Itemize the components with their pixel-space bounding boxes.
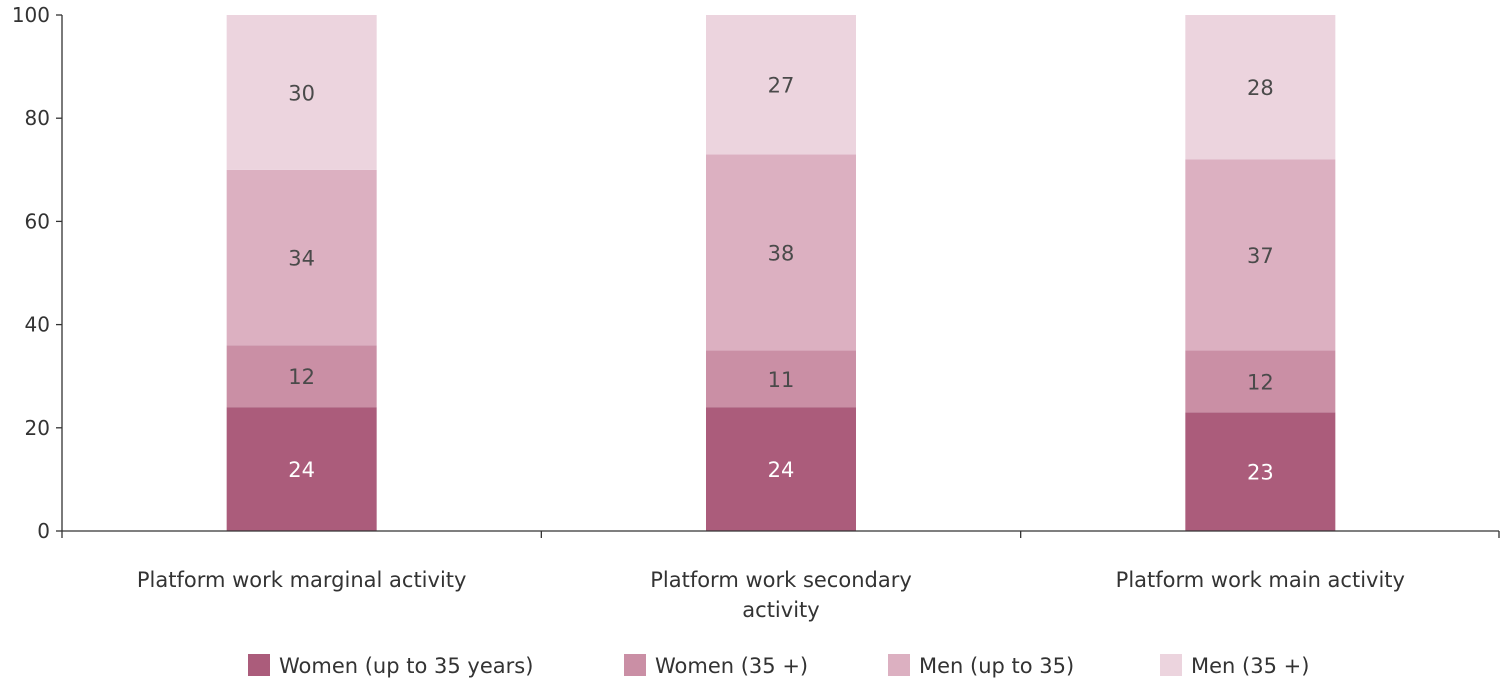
x-category-label: Platform work marginal activity xyxy=(137,568,467,592)
y-tick-label: 0 xyxy=(37,519,50,543)
bar-segment xyxy=(1185,412,1336,531)
bar-segment xyxy=(1185,15,1336,160)
x-category-label: Platform work main activity xyxy=(1116,568,1405,592)
data-label: 11 xyxy=(768,368,795,392)
x-category-label: activity xyxy=(742,598,819,622)
data-label: 28 xyxy=(1247,76,1274,100)
data-label: 12 xyxy=(288,365,315,389)
x-category-label: Platform work secondary xyxy=(650,568,912,592)
y-tick-label: 40 xyxy=(25,313,50,337)
bar-segment xyxy=(706,15,856,155)
bar-segment xyxy=(226,169,377,346)
data-label: 27 xyxy=(768,74,795,98)
legend-swatch xyxy=(248,654,270,676)
bar-segment xyxy=(226,15,377,170)
bar-segment xyxy=(706,154,856,351)
data-label: 24 xyxy=(288,458,315,482)
bar-segment xyxy=(1185,350,1336,413)
legend-label: Women (up to 35 years) xyxy=(279,654,533,678)
y-tick-label: 20 xyxy=(25,416,50,440)
data-label: 12 xyxy=(1247,370,1274,394)
y-tick-label: 80 xyxy=(25,106,50,130)
legend-label: Men (up to 35) xyxy=(919,654,1074,678)
bar-segment xyxy=(1185,159,1336,351)
data-label: 24 xyxy=(768,458,795,482)
legend-label: Men (35 +) xyxy=(1191,654,1309,678)
bar-segment xyxy=(226,345,377,408)
legend-swatch xyxy=(888,654,910,676)
data-label: 38 xyxy=(768,241,795,265)
data-label: 37 xyxy=(1247,244,1274,268)
data-label: 30 xyxy=(288,81,315,105)
bar-segment xyxy=(226,407,377,531)
data-label: 23 xyxy=(1247,461,1274,485)
legend-swatch xyxy=(1160,654,1182,676)
legend-label: Women (35 +) xyxy=(655,654,808,678)
data-label: 34 xyxy=(288,247,315,271)
y-tick-label: 100 xyxy=(12,3,50,27)
bar-segment xyxy=(706,407,856,531)
y-tick-label: 60 xyxy=(25,209,50,233)
bar-segment xyxy=(706,350,856,408)
legend-swatch xyxy=(624,654,646,676)
